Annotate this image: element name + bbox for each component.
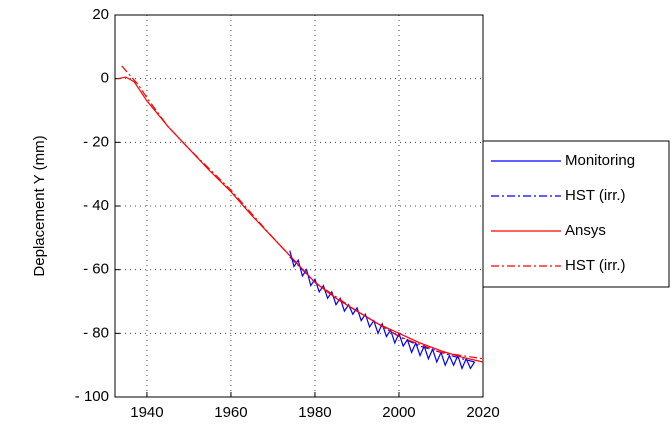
series-line: [289, 256, 475, 363]
series-line: [121, 65, 484, 360]
y-tick-label: - 60: [83, 261, 109, 278]
x-tick-label: 1960: [214, 404, 247, 421]
y-tick-label: 20: [92, 6, 109, 23]
y-tick-label: - 100: [75, 388, 109, 405]
y-tick-label: - 20: [83, 133, 109, 150]
legend-label: Ansys: [565, 222, 606, 239]
legend-label: HST (irr.): [565, 257, 626, 274]
x-tick-label: 2020: [466, 404, 499, 421]
y-axis-label: Deplacement Y (mm): [31, 135, 48, 276]
x-tick-label: 1980: [298, 404, 331, 421]
y-tick-label: - 40: [83, 197, 109, 214]
series-line: [289, 250, 476, 371]
legend-label: Monitoring: [565, 152, 635, 169]
x-tick-label: 2000: [382, 404, 415, 421]
y-tick-label: - 80: [83, 324, 109, 341]
legend-label: HST (irr.): [565, 187, 626, 204]
series-line: [117, 76, 484, 363]
x-tick-label: 1940: [130, 404, 163, 421]
legend-box: [482, 140, 670, 288]
y-tick-label: 0: [101, 70, 109, 87]
